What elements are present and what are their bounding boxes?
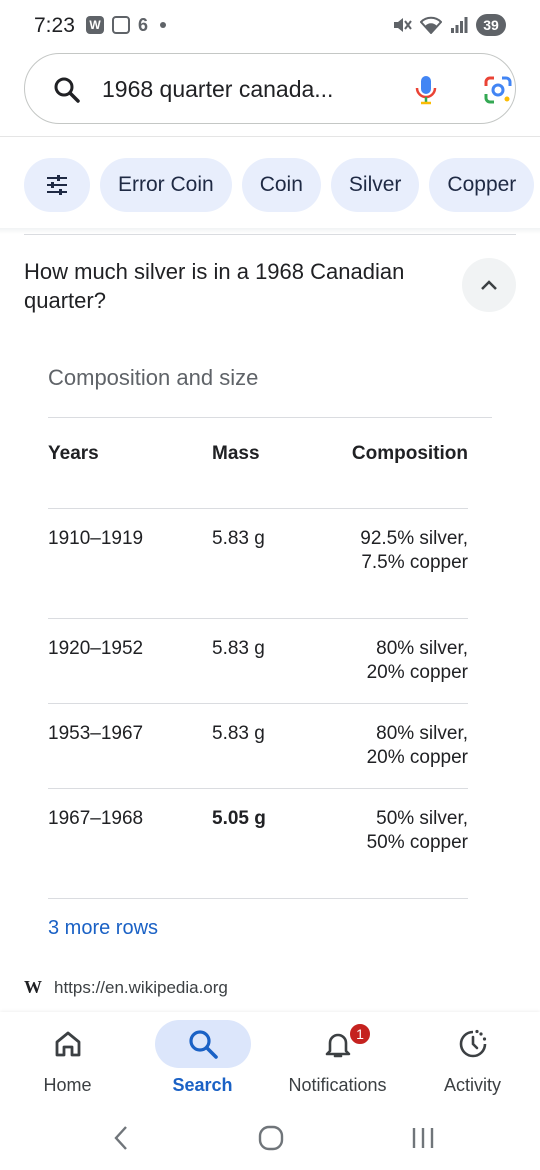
cell-composition: 80% silver, 20% copper [366,723,468,768]
cell-mass: 5.83 g [212,528,265,549]
cell-composition: 80% silver, 20% copper [366,638,468,683]
google-lens-icon[interactable] [483,75,513,105]
table-row: 1920–1952 5.83 g 80% silver, 20% copper [48,619,468,704]
question-heading[interactable]: How much silver is in a 1968 Canadian qu… [24,259,405,313]
nav-notifications[interactable]: 1 Notifications [270,1012,405,1112]
screenshot-notification-icon [112,16,130,34]
cell-years: 1920–1952 [48,638,144,659]
status-notification-icons: W 6 [86,15,167,35]
cell-mass: 5.83 g [212,723,265,744]
search-query-input[interactable]: 1968 quarter canada... [102,76,334,102]
source-url[interactable]: https://en.wikipedia.org [54,977,228,997]
nav-activity[interactable]: Activity [405,1012,540,1112]
notification-badge: 1 [348,1022,372,1046]
collapse-button[interactable] [462,258,516,312]
more-notifications-dot-icon [160,22,167,28]
header-mass: Mass [212,443,260,464]
nav-home[interactable]: Home [0,1012,135,1112]
app-notification-icon: 6 [138,15,149,35]
header-years: Years [48,443,99,464]
nav-activity-label: Activity [443,1075,501,1095]
recents-icon [412,1128,434,1148]
system-navigation-bar [0,1112,540,1170]
table-header-row: Years Mass Composition [48,418,468,509]
header-divider [0,136,540,137]
nav-pill-active [154,1020,251,1068]
cell-years: 1910–1919 [48,528,144,549]
header-composition: Composition [351,443,468,464]
more-rows-link[interactable]: 3 more rows [48,917,159,939]
status-bar: 7:23 W 6 39 [0,0,540,52]
tune-icon [47,175,67,195]
chips-shadow [0,228,540,234]
mute-icon [394,18,412,32]
table-top-divider [48,417,492,418]
back-icon [114,1126,127,1150]
nav-search[interactable]: Search [135,1012,270,1112]
table-row: 1910–1919 5.83 g 92.5% silver, 7.5% copp… [48,509,468,619]
search-nav-icon [188,1030,218,1059]
cell-mass-highlighted: 5.05 g [212,808,266,829]
composition-table: Years Mass Composition 1910–1919 5.83 g … [48,418,468,899]
cell-years: 1953–1967 [48,723,144,744]
filter-chips: Error Coin Coin Silver Copper [24,158,535,212]
wikipedia-notification-icon: W [86,16,104,34]
nav-home-label: Home [43,1075,92,1095]
system-home-button[interactable] [246,1118,296,1158]
wifi-icon [420,16,442,34]
activity-icon [459,1029,486,1058]
chip-copper[interactable]: Copper [429,158,535,212]
microphone-icon[interactable] [411,74,441,106]
home-icon [55,1031,80,1057]
cell-mass: 5.83 g [212,638,265,659]
nav-search-label: Search [172,1075,233,1095]
wikipedia-icon: W [24,977,42,997]
nav-notifications-label: Notifications [288,1075,387,1095]
chevron-up-icon [481,280,497,290]
status-time: 7:23 [34,14,75,37]
source-link[interactable]: W https://en.wikipedia.org [24,977,228,998]
cell-composition: 50% silver, 50% copper [366,808,468,853]
search-icon[interactable] [53,76,81,104]
signal-icon [451,17,468,33]
system-recents-button[interactable] [398,1118,448,1158]
system-back-button[interactable] [96,1118,146,1158]
home-circle-icon [258,1125,284,1151]
table-caption: Composition and size [48,365,259,390]
bell-icon [325,1033,350,1058]
battery-icon: 39 [476,14,506,36]
chip-coin[interactable]: Coin [241,158,321,212]
cell-years: 1967–1968 [48,808,144,829]
table-row: 1953–1967 5.83 g 80% silver, 20% copper [48,704,468,789]
chip-error-coin[interactable]: Error Coin [100,158,232,212]
status-system-icons: 39 [392,14,506,36]
section-divider [24,234,516,235]
filter-settings-chip[interactable] [24,158,90,212]
search-bar[interactable]: 1968 quarter canada... [24,53,516,124]
table-row: 1967–1968 5.05 g 50% silver, 50% copper [48,789,468,899]
bottom-navigation: Home Search 1 Notifications Activity [0,1012,540,1112]
cell-composition: 92.5% silver, 7.5% copper [360,528,468,573]
chip-silver[interactable]: Silver [330,158,420,212]
